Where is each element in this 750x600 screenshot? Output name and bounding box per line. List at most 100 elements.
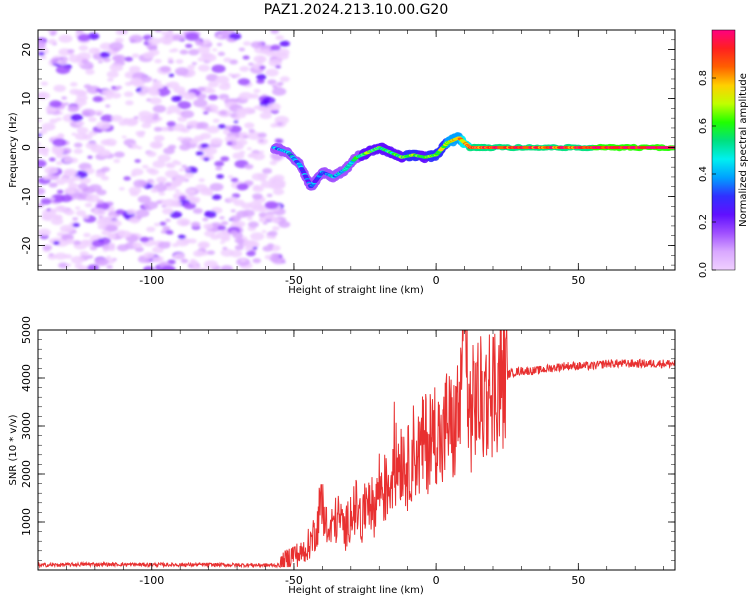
noise-spot [55,161,64,166]
noise-spot [160,126,169,132]
noise-spot [97,60,103,64]
noise-spot [247,131,262,140]
noise-spot [216,174,224,179]
noise-spot [95,88,102,92]
spectrogram-ytick-label: 10 [20,92,33,106]
noise-spot [127,144,133,148]
noise-spot [270,44,281,51]
noise-spot [98,216,113,225]
spectrogram-xtick-label: 50 [571,274,585,287]
noise-spot [84,202,93,208]
snr-ytick-label: 4000 [20,364,33,392]
noise-spot [233,199,245,207]
noise-spot [200,267,208,270]
noise-spot [161,31,170,36]
noise-spot [171,95,182,102]
noise-spot [234,237,245,244]
noise-spot [159,221,167,226]
noise-spot [72,222,80,228]
noise-spot [96,112,102,116]
noise-spot [107,232,117,239]
noise-spot [192,207,203,214]
noise-spot [259,178,267,182]
noise-spot [171,255,177,259]
noise-spot [74,206,81,210]
snr-ytick-label: 3000 [20,412,33,440]
noise-spot [56,189,64,194]
noise-spot [275,65,282,69]
noise-spot [77,33,91,42]
noise-spot [136,146,143,150]
noise-spot [248,152,258,158]
noise-spot [153,222,161,227]
noise-spot [49,32,56,36]
noise-spot [228,32,242,40]
noise-spot [107,77,114,82]
noise-spot [211,194,222,200]
noise-spot [200,143,209,149]
noise-spot [217,51,226,56]
spectrogram-ytick-label: 20 [20,43,33,57]
noise-spot [151,142,162,149]
noise-spot [278,221,291,228]
noise-spot [236,107,249,115]
noise-spot [234,221,246,228]
signal-track [270,132,675,191]
noise-spot [258,218,265,223]
noise-spot [59,224,74,233]
noise-spot [157,154,171,163]
noise-spot [271,181,286,190]
noise-spot [209,182,224,192]
noise-spot [177,234,186,240]
noise-spot [67,105,80,113]
noise-spot [218,83,231,91]
noise-spot [265,68,279,77]
noise-spot [240,258,247,263]
noise-spot [195,151,204,156]
snr-ticks: -100 -50 0 50 1000 2000 3000 4000 5000 [20,316,675,587]
noise-speckle [38,30,291,270]
noise-spot [143,252,155,259]
noise-spot [88,184,102,192]
noise-spot [38,91,51,100]
noise-spot [55,178,66,185]
noise-spot [88,65,94,69]
noise-spot [156,80,162,84]
noise-spot [146,151,157,157]
noise-spot [149,181,156,185]
noise-spot [79,251,89,257]
noise-spot [210,234,220,240]
noise-spot [75,210,87,217]
noise-spot [96,121,111,130]
noise-spot [272,226,280,231]
noise-spot [85,194,100,203]
noise-spot [140,130,146,135]
noise-spot [214,160,225,167]
noise-spot [248,128,256,133]
noise-spot [189,197,200,204]
noise-spot [134,246,144,253]
noise-spot [124,81,133,87]
noise-spot [102,248,109,252]
noise-spot [166,121,176,127]
noise-spot [123,91,134,98]
noise-spot [167,105,181,113]
noise-spot [77,62,84,67]
noise-spot [111,86,117,90]
noise-spot [81,214,90,220]
spectrogram-ylabel: Frequency (Hz) [8,112,19,188]
noise-spot [38,146,49,155]
noise-spot [54,205,67,213]
noise-spot [232,152,245,160]
noise-spot [140,75,153,83]
noise-spot [233,120,239,124]
noise-spot [267,230,278,237]
noise-spot [277,81,284,86]
noise-spot [198,64,211,72]
noise-spot [129,217,140,224]
noise-spot [217,34,223,38]
noise-spot [81,108,96,117]
noise-spot [130,77,143,86]
noise-spot [51,147,64,155]
noise-spot [192,265,201,270]
